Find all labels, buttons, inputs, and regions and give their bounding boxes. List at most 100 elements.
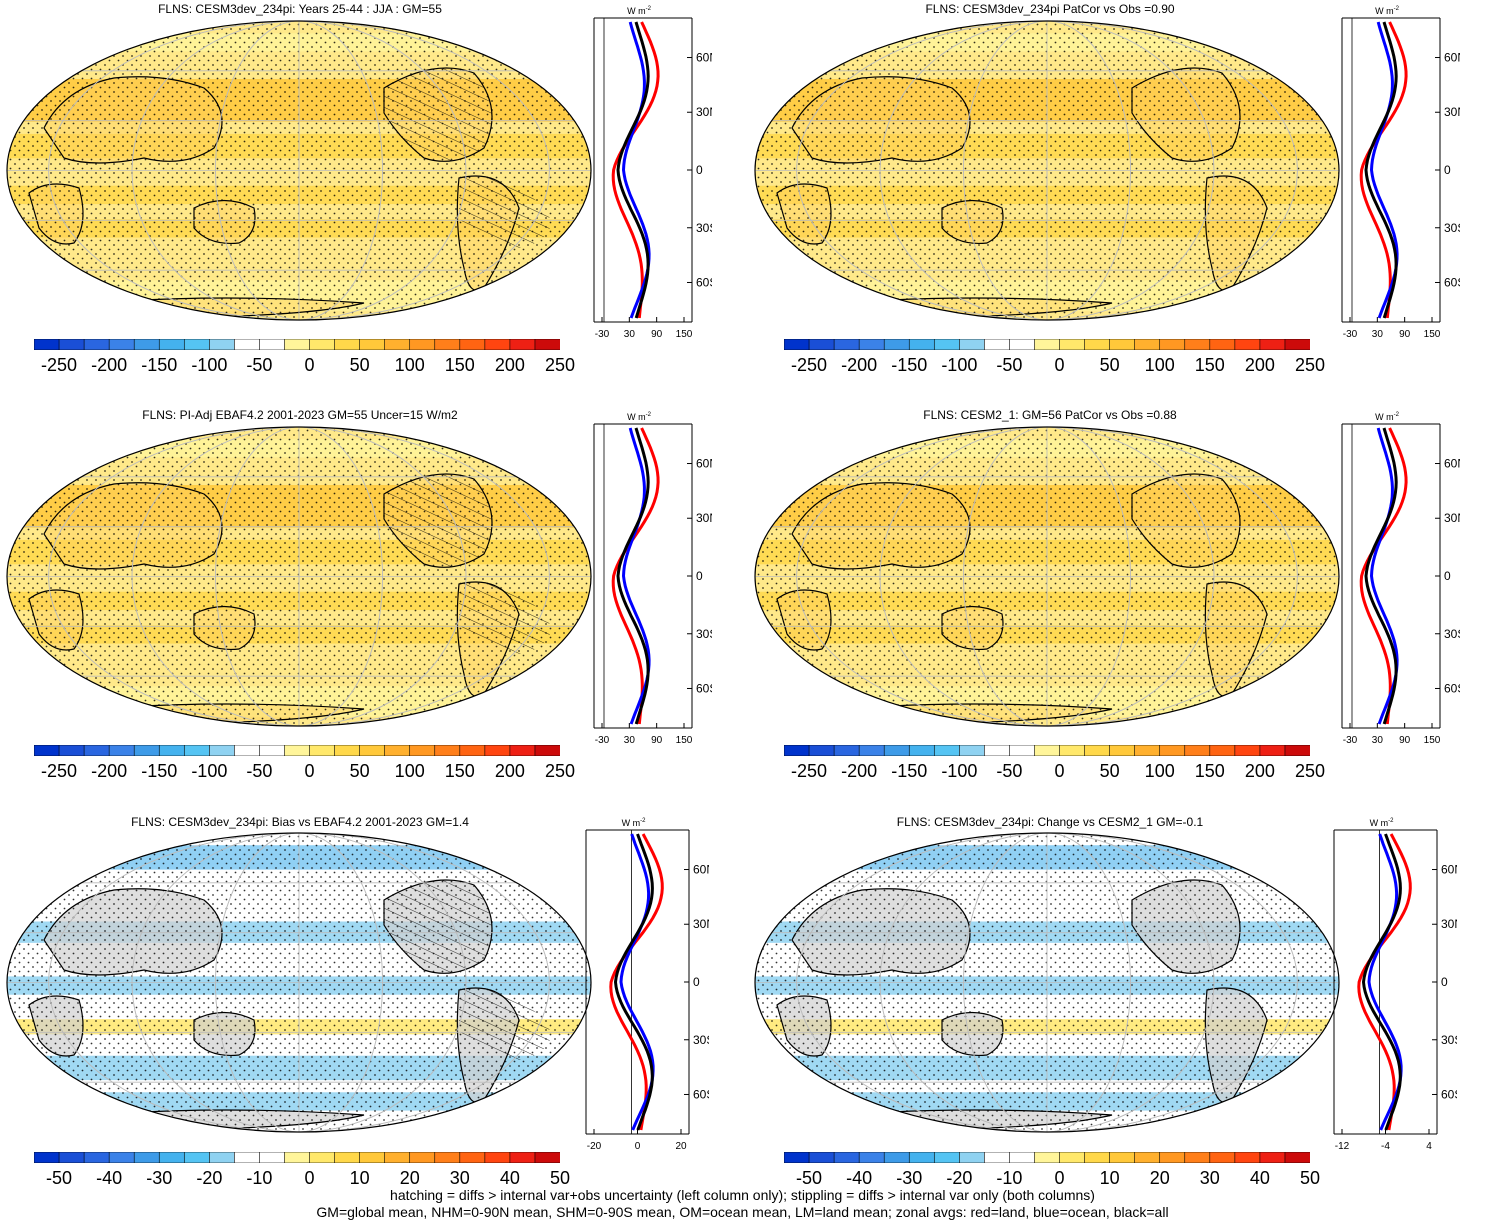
zonal-x-tick-label: 90 <box>651 329 663 340</box>
graticule-meridian <box>963 21 1131 320</box>
colorbar-swatch <box>984 745 1011 756</box>
colorbar-swatch <box>808 745 835 756</box>
colorbar-swatch <box>784 745 810 756</box>
graticule-meridian <box>131 427 467 726</box>
map-border <box>754 426 1340 727</box>
zonal-lat-label: 0 <box>693 975 700 989</box>
colorbar-swatch <box>959 745 986 756</box>
zonal-x-tick-label: 30 <box>1372 735 1384 746</box>
colorbar-tick-label: 50 <box>349 761 370 781</box>
colorbar-swatch <box>334 339 361 350</box>
zonal-x-tick-label: 90 <box>1399 735 1411 746</box>
colorbar-swatch <box>1259 1152 1286 1163</box>
hatching-overlay <box>384 68 492 162</box>
colorbar-tick-label: -50 <box>246 355 273 375</box>
colorbar-labels: -50 -40 -30 -20 -10 0 10 20 30 40 50 <box>34 1168 570 1190</box>
zonal-units-label: W m-2 <box>627 6 651 16</box>
colorbar-swatch <box>1259 745 1286 756</box>
zonal-average-plot: W m-2 60N 30N 0 30S 60S -30 30 90 150 <box>593 412 712 746</box>
colorbar <box>784 745 1310 756</box>
hatching-overlay <box>459 582 551 654</box>
colorbar-swatch <box>883 339 911 350</box>
zonal-lat-label: 60N <box>1441 863 1457 877</box>
colorbar-swatch <box>509 339 536 350</box>
colorbar-swatch <box>183 745 211 756</box>
hatching-overlay <box>384 880 492 974</box>
zonal-lat-label: 30S <box>693 1033 709 1047</box>
colorbar-tick-label: -10 <box>996 1168 1023 1188</box>
colorbar-swatch <box>1109 1152 1136 1163</box>
colorbar-swatch <box>459 1152 486 1163</box>
zonal-curve-ocean <box>1367 833 1403 1131</box>
graticule-meridian <box>879 427 1215 726</box>
world-map <box>6 426 592 727</box>
colorbar-tick-label: 40 <box>499 1168 520 1188</box>
colorbar-swatch <box>984 1152 1011 1163</box>
zonal-lat-label: 30S <box>1441 1033 1457 1047</box>
zonal-lat-label: 60S <box>696 275 712 289</box>
colorbar-tick-label: 10 <box>1099 1168 1120 1188</box>
colorbar-swatch <box>1009 339 1036 350</box>
colorbar-tick-label: 250 <box>544 355 576 375</box>
colorbar-swatch <box>209 745 236 756</box>
colorbar-swatch <box>933 339 961 350</box>
colorbar-tick-label: -150 <box>141 761 178 781</box>
zonal-lat-label: 60N <box>696 51 712 65</box>
zonal-x-tick-label: -30 <box>1343 735 1358 746</box>
zonal-curve-all <box>613 833 654 1131</box>
zonal-x-tick-label: 20 <box>675 1141 687 1152</box>
colorbar-swatch <box>883 745 911 756</box>
zonal-average-plot: W m-2 60N 30N 0 30S 60S -20 0 20 <box>585 818 709 1152</box>
colorbar-swatch <box>784 339 810 350</box>
panel-title: FLNS: CESM3dev_234pi PatCor vs Obs =0.90 <box>925 2 1175 16</box>
zonal-curve-all <box>616 427 650 725</box>
zonal-lat-label: 0 <box>696 569 703 583</box>
colorbar-tick-label: -200 <box>91 761 128 781</box>
world-map <box>6 832 592 1133</box>
colorbar-swatch <box>108 745 135 756</box>
map-border <box>754 20 1340 321</box>
colorbar-tick-label: -30 <box>896 1168 923 1188</box>
zonal-average-plot: W m-2 60N 30N 0 30S 60S -12 -4 4 <box>1333 818 1457 1152</box>
colorbar-swatch <box>1184 745 1211 756</box>
zonal-lat-label: 0 <box>1444 163 1451 177</box>
colorbar-tick-label: -200 <box>841 355 878 375</box>
colorbar-swatch <box>58 745 85 756</box>
colorbar-tick-label: 30 <box>1199 1168 1220 1188</box>
zonal-average-plot: W m-2 60N 30N 0 30S 60S -30 30 90 150 <box>593 6 712 340</box>
graticule-meridian <box>879 833 1215 1132</box>
colorbar <box>784 339 1310 350</box>
zonal-x-tick-label: -30 <box>595 329 610 340</box>
zonal-lat-label: 60S <box>1444 681 1460 695</box>
colorbar-swatch <box>858 339 885 350</box>
graticule-meridian <box>215 833 383 1132</box>
colorbar-tick-label: 100 <box>394 355 425 375</box>
zonal-x-tick-label: 150 <box>1424 735 1441 746</box>
colorbar-swatch <box>984 339 1011 350</box>
colorbar-tick-label: -50 <box>796 1168 823 1188</box>
colorbar-swatch <box>509 745 536 756</box>
zonal-lat-label: 0 <box>1441 975 1448 989</box>
map-border <box>6 20 592 321</box>
colorbar-tick-label: -150 <box>891 355 928 375</box>
colorbar-swatch <box>108 339 135 350</box>
graticule-meridian <box>796 21 1298 320</box>
colorbar-swatch <box>459 745 486 756</box>
colorbar-swatch <box>1109 339 1136 350</box>
hatching-overlay <box>459 176 551 248</box>
world-map <box>6 20 592 321</box>
colorbar-tick-label: 200 <box>1244 355 1275 375</box>
colorbar-tick-label: 0 <box>304 761 315 781</box>
colorbar-tick-label: 0 <box>304 355 315 375</box>
colorbar-swatch <box>959 1152 986 1163</box>
colorbar-tick-label: 100 <box>1144 355 1175 375</box>
colorbar-tick-label: -40 <box>846 1168 873 1188</box>
colorbar-labels: -250 -200 -150 -100 -50 0 50 100 150 200 250 <box>784 355 1325 377</box>
colorbar-swatch <box>58 339 85 350</box>
zonal-lat-label: 60N <box>693 863 709 877</box>
colorbar-swatch <box>34 745 60 756</box>
zonal-curve-ocean <box>1369 427 1399 725</box>
zonal-curve-land <box>609 833 664 1131</box>
zonal-lat-label: 0 <box>1444 569 1451 583</box>
colorbar-swatch <box>509 1152 536 1163</box>
